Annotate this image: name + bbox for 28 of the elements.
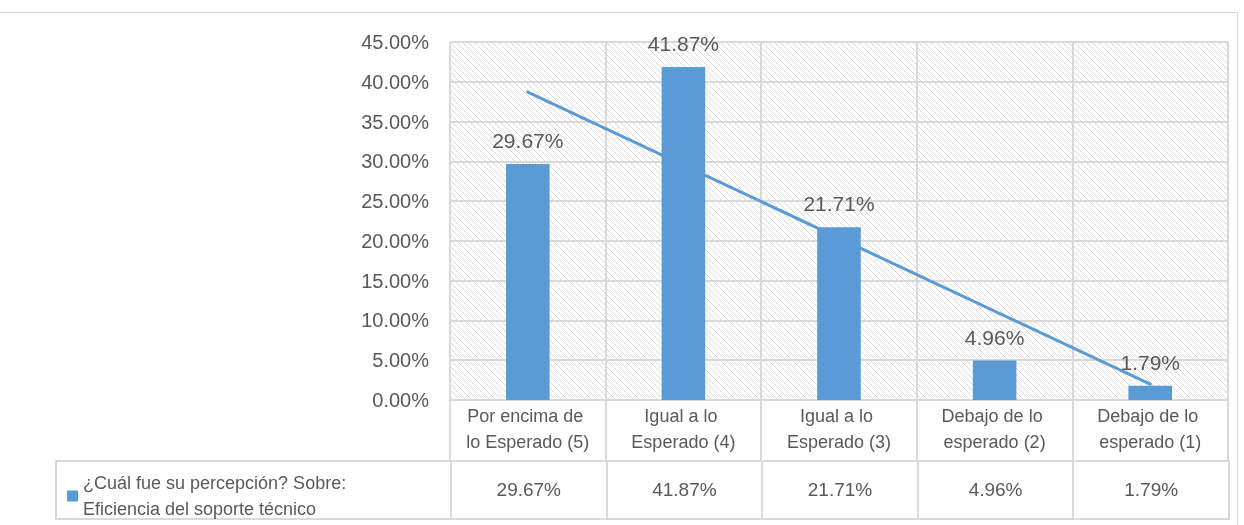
y-tick-label: 25.00% [361,190,430,213]
text: 1.79% [1120,350,1180,374]
y-tick-label: 5.00% [372,349,430,372]
y-tick-label: 35.00% [361,110,430,133]
y-tick-label: 20.00% [361,229,430,252]
y-tick-label: 10.00% [361,309,430,332]
data-label: 41.87% [606,461,763,519]
x-tick-label: Igual a lo Esperado (4) [631,406,736,452]
y-tick-label: 0.00% [372,389,430,411]
bar [972,360,1017,400]
y-tick-label: 40.00% [361,70,430,93]
x-tick-label: Debajo de lo esperado (1) [1097,406,1204,452]
legend-label: ¿Cuál fue su percepción? Sobre: Eficiencia del soporte técnico [83,473,352,519]
bar [506,163,550,400]
y-tick-label: 30.00% [361,150,430,173]
text: 41.87% [647,31,720,55]
text: 4.96% [964,325,1025,349]
x-tick-label: Debajo de lo esperado (2) [941,406,1048,452]
y-tick-label: 45.00% [361,31,430,53]
text: 29.67% [492,128,564,152]
x-tick-label: Por encima de lo Esperado (5) [466,406,590,452]
data-label: 4.96% [917,461,1074,519]
data-label: 21.71% [762,461,918,519]
data-label: 29.67% [451,461,607,519]
y-tick-label: 15.00% [361,269,430,292]
data-label: 1.79% [1073,461,1229,519]
text: 21.71% [803,192,875,216]
x-tick-label: Igual a lo Esperado (3) [786,406,892,452]
